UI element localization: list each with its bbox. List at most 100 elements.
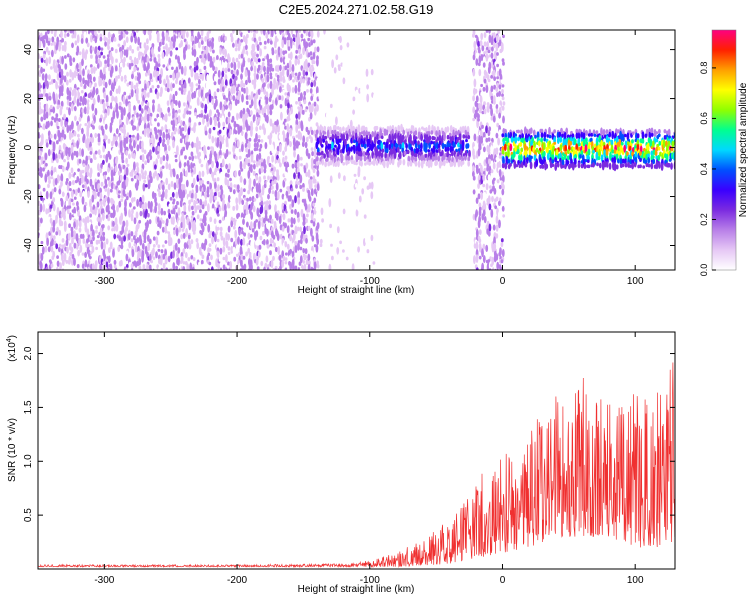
spectrogram-cell	[150, 259, 154, 264]
spectrogram-cell	[280, 111, 283, 121]
spectrogram-cell	[208, 112, 212, 118]
spectrogram-cell	[80, 38, 84, 44]
spectrogram-cell	[190, 215, 194, 219]
spectrogram-cell	[57, 104, 61, 108]
spectrogram-cell	[188, 156, 192, 161]
spectrogram-cell	[244, 36, 248, 46]
spectrogram-cell	[248, 94, 251, 101]
spectrogram-cell	[270, 30, 274, 38]
spectrogram-cell	[139, 267, 142, 270]
spectrogram-cell	[45, 266, 49, 270]
spectrogram-cell	[216, 213, 220, 217]
spectrogram-cell	[501, 89, 504, 94]
spectrogram-cell	[631, 131, 635, 136]
spectrogram-cell	[165, 32, 169, 42]
spectrogram-cell	[130, 263, 134, 269]
spectrogram-cell	[139, 136, 142, 140]
spectrogram-cell	[481, 248, 484, 258]
spectrogram-cell	[480, 266, 484, 270]
spectrogram-cell	[304, 203, 308, 212]
spectrogram-cell	[120, 212, 124, 222]
spectrogram-cell	[70, 198, 74, 203]
spectrogram-cell	[175, 227, 179, 237]
spectrogram-cell	[217, 167, 220, 172]
spectrogram-cell	[68, 107, 71, 116]
spectrogram-cell	[205, 47, 209, 56]
spectrogram-cell	[77, 249, 80, 257]
spectrogram-cell	[271, 67, 275, 72]
spectrogram-cell	[255, 219, 258, 223]
spectrogram-cell	[175, 47, 179, 51]
spectrogram-cell	[605, 148, 609, 157]
spectrogram-cell	[319, 243, 323, 248]
spectrogram-cell	[481, 124, 484, 129]
spectrogram-cell	[122, 31, 126, 39]
spectrogram-cell	[339, 91, 343, 96]
spectrogram-cell	[47, 246, 51, 253]
spectrogram-cell	[165, 267, 169, 270]
spectrogram-cell	[160, 117, 163, 125]
spectrogram-cell	[41, 73, 45, 81]
spectrogram-cell	[483, 216, 487, 224]
spectrogram-cell	[182, 221, 186, 230]
spectrogram-cell	[302, 182, 305, 189]
spectrogram-cell	[310, 266, 314, 270]
spectrogram-cell	[489, 185, 492, 189]
spectrogram-cell	[472, 33, 475, 38]
spectrogram-cell	[82, 68, 85, 77]
spectrogram-cell	[346, 65, 350, 73]
spectrogram-cell	[457, 158, 461, 168]
spectrogram-cell	[53, 268, 57, 270]
spectrogram-cell	[649, 139, 653, 148]
spectrogram-cell	[164, 201, 168, 207]
spectrogram-cell	[393, 150, 397, 160]
spectrogram-cell	[161, 226, 165, 233]
spectrogram-cell	[158, 74, 162, 81]
spectrogram-cell	[477, 113, 480, 119]
spectrogram-cell	[274, 40, 277, 49]
spectrogram-cell	[193, 165, 197, 175]
spectrogram-cell	[174, 54, 178, 61]
spectrogram-cell	[420, 133, 423, 142]
spectrogram-cell	[112, 172, 116, 176]
spectrogram-cell	[73, 130, 77, 137]
spectrogram-cell	[299, 246, 303, 251]
spectrogram-cell	[125, 150, 129, 156]
spectrogram-cell	[236, 108, 240, 114]
spectrogram-cell	[121, 159, 125, 164]
spectrogram-cell	[130, 35, 134, 43]
spectrogram-cell	[123, 127, 126, 136]
spectrogram-cell	[459, 139, 463, 146]
spectrogram-cell	[578, 142, 581, 147]
spectrogram-cell	[191, 210, 195, 216]
spectrogram-cell	[225, 163, 229, 170]
spectrogram-cell	[302, 260, 306, 264]
spectrogram-cell	[528, 147, 532, 156]
spectrogram-cell	[81, 184, 85, 188]
spectrogram-cell	[619, 144, 623, 153]
spectrogram-cell	[305, 41, 309, 49]
spectrogram-cell	[105, 94, 109, 104]
spectrogram-cell	[269, 250, 272, 256]
spectrogram-cell	[45, 103, 49, 112]
spectrogram-cell	[60, 68, 64, 77]
spectrogram-cell	[120, 230, 123, 236]
spectrogram-cell	[644, 133, 648, 138]
spectrogram-cell	[102, 231, 105, 237]
spectrogram-cell	[305, 259, 309, 266]
spectrogram-cell	[235, 57, 239, 63]
spectrogram-cell	[132, 152, 136, 160]
spectrogram-cell	[221, 158, 225, 168]
spectrogram-cell	[613, 149, 617, 154]
spectrogram-cell	[227, 251, 231, 256]
spectrogram-cell	[307, 56, 311, 63]
spectrogram-cell	[74, 115, 77, 122]
spectrogram-cell	[144, 138, 148, 144]
spectrogram-cell	[69, 87, 72, 91]
spectrogram-cell	[193, 66, 197, 73]
spectrogram-cell	[63, 213, 66, 221]
spectrogram-cell	[495, 150, 499, 155]
spectrogram-cell	[266, 264, 270, 269]
spectrogram-cell	[219, 47, 223, 55]
spectrogram-cell	[294, 72, 298, 77]
